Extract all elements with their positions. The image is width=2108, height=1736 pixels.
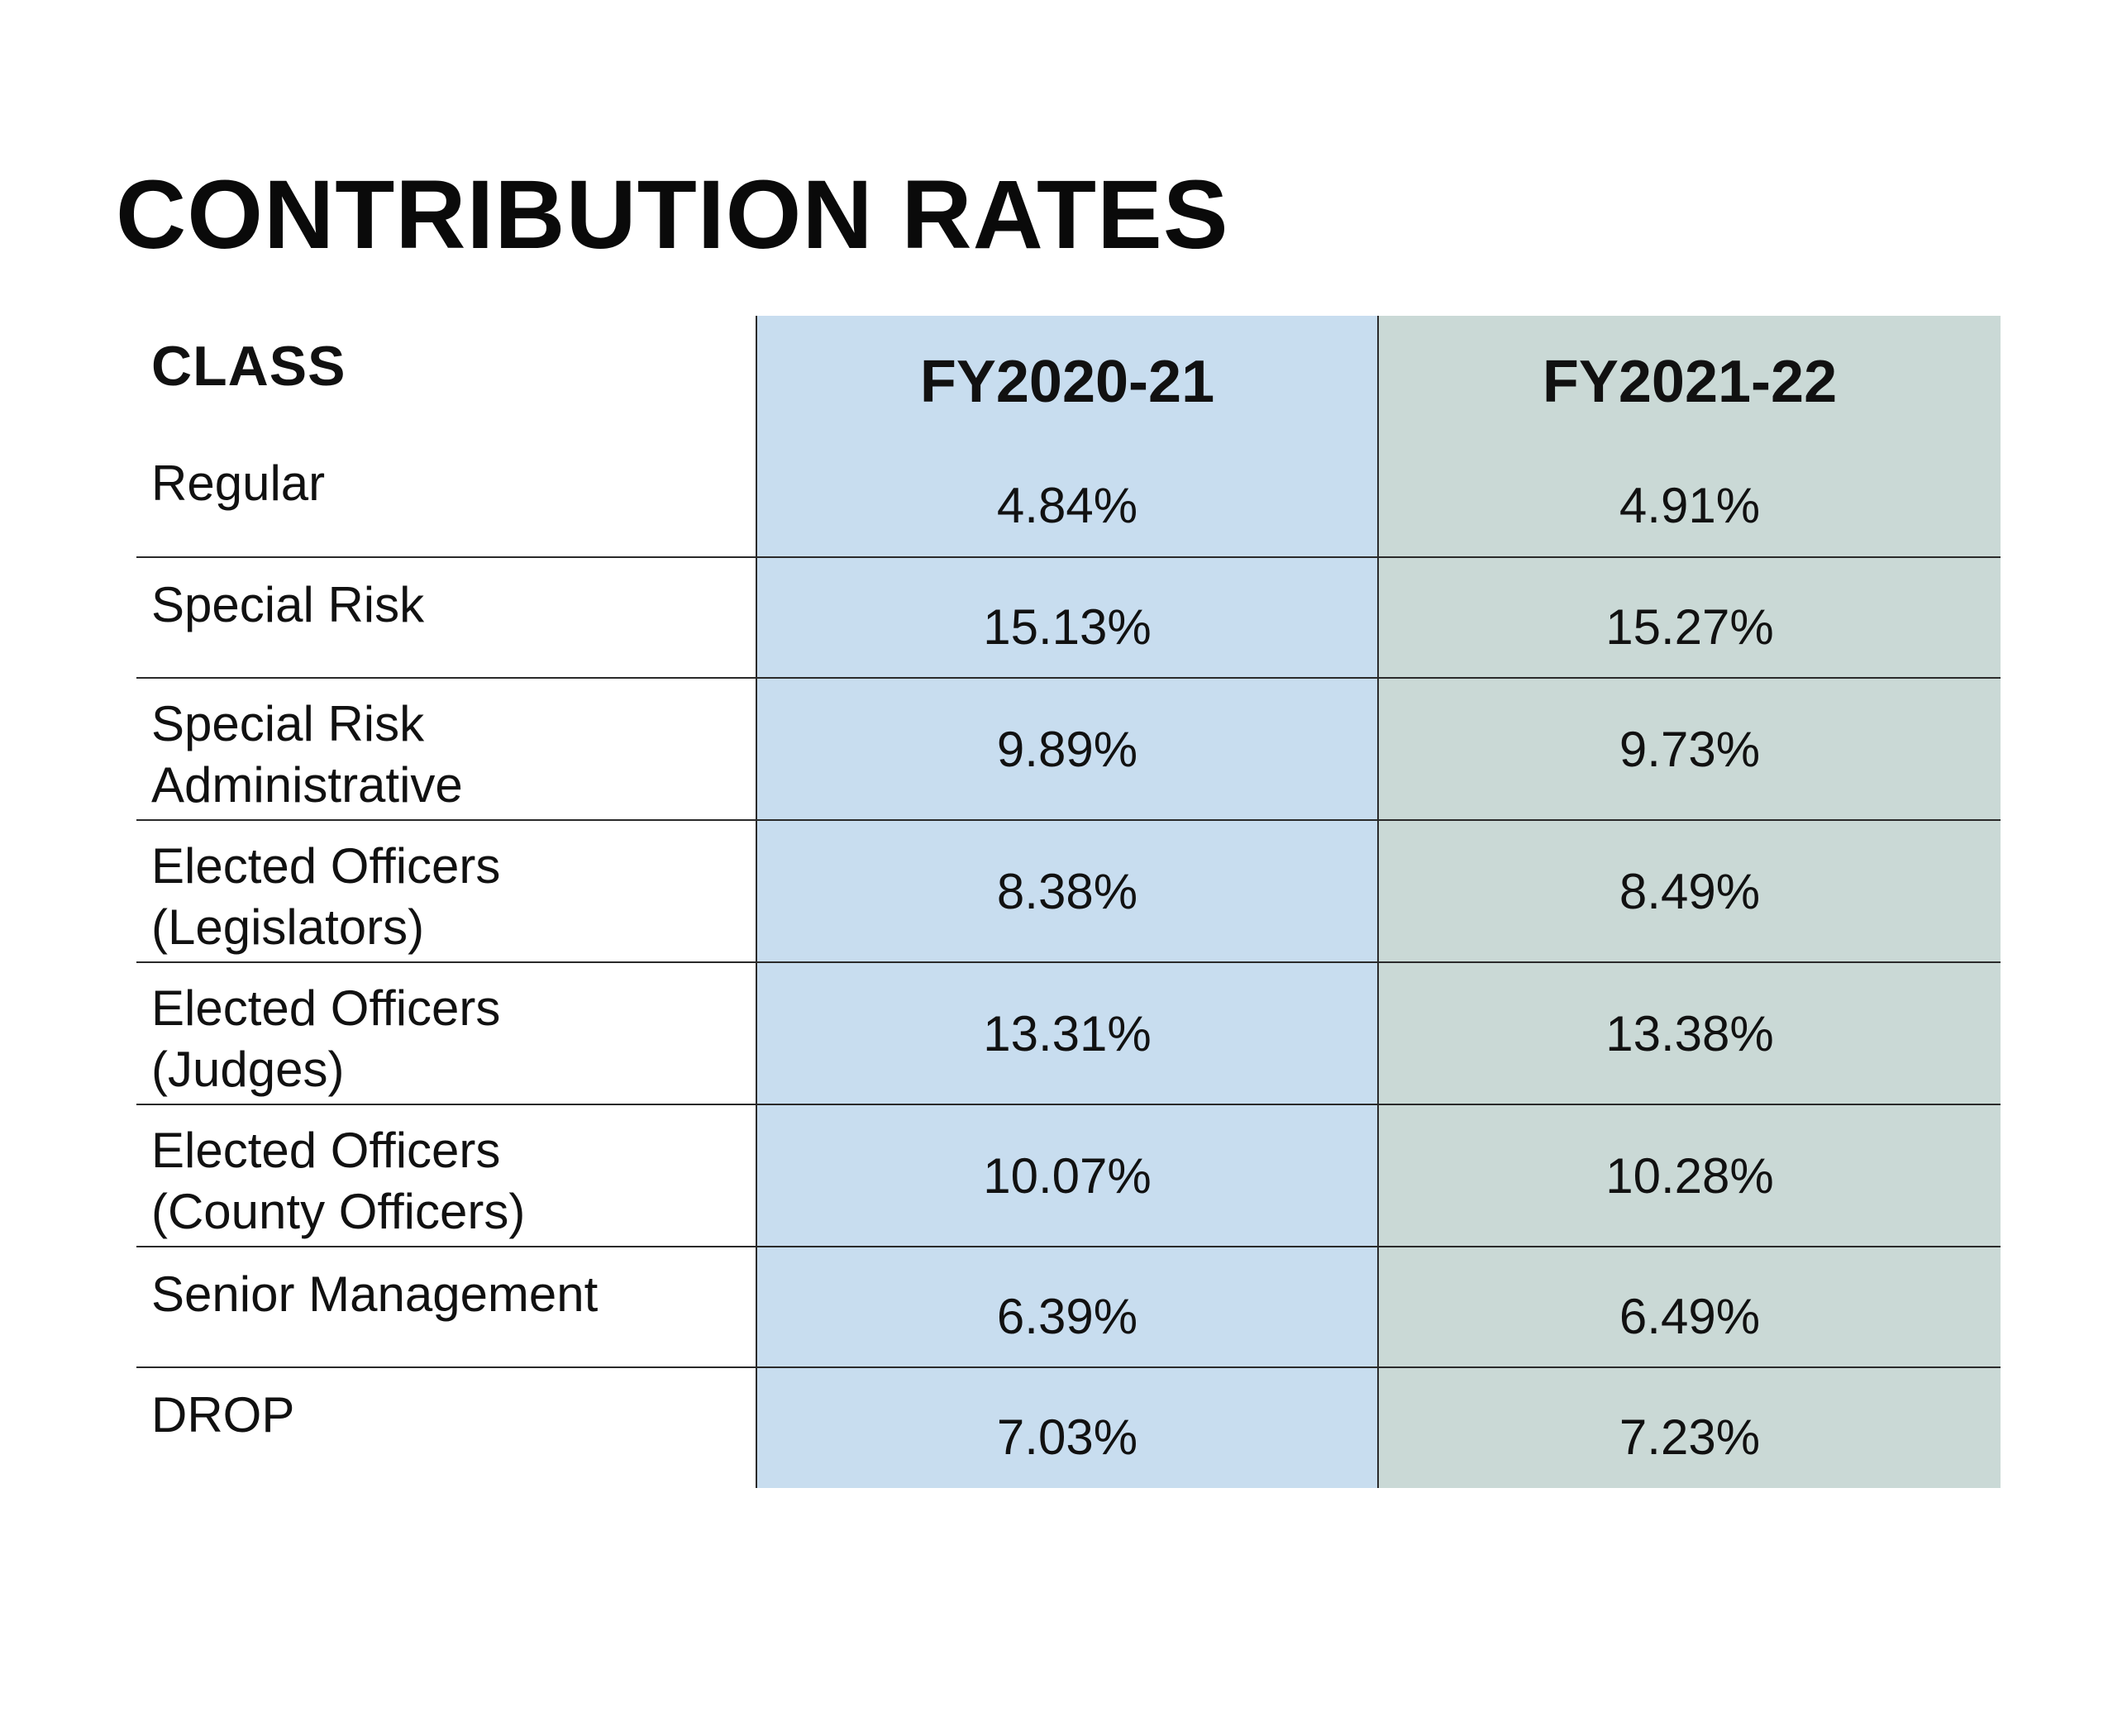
- table-row: Senior Management 6.39% 6.49%: [136, 1246, 2001, 1367]
- fy2021-22-rate: 8.49%: [1377, 819, 2001, 962]
- class-name-line2: (Judges): [151, 1042, 345, 1097]
- fy2021-22-rate: 4.91%: [1377, 436, 2001, 557]
- class-name: Special Risk: [151, 696, 425, 751]
- fy2020-21-rate: 8.38%: [756, 819, 1378, 962]
- class-cell: Elected Officers (Legislators): [136, 819, 756, 962]
- fy2021-22-rate: 13.38%: [1377, 961, 2001, 1104]
- fy2020-21-rate: 7.03%: [756, 1366, 1378, 1488]
- contribution-rates-table: CLASS FY2020-21 FY2021-22 Regular 4.84% …: [136, 316, 2001, 1488]
- class-name: Regular: [151, 455, 326, 511]
- class-name: Senior Management: [151, 1266, 599, 1322]
- table-row: Special Risk Administrative 9.89% 9.73%: [136, 677, 2001, 820]
- fy2021-22-rate: 6.49%: [1377, 1246, 2001, 1367]
- table-row: DROP 7.03% 7.23%: [136, 1366, 2001, 1488]
- header-class: CLASS: [136, 316, 756, 436]
- fy2021-22-rate: 10.28%: [1377, 1104, 2001, 1247]
- class-name-line2: (Legislators): [151, 899, 425, 955]
- fy2021-22-rate: 15.27%: [1377, 556, 2001, 678]
- class-name: Elected Officers: [151, 1123, 501, 1178]
- fy2021-22-rate: 7.23%: [1377, 1366, 2001, 1488]
- class-name: DROP: [151, 1387, 295, 1443]
- class-cell: Elected Officers (County Officers): [136, 1104, 756, 1247]
- table-row: Elected Officers (Legislators) 8.38% 8.49…: [136, 819, 2001, 962]
- class-name: Special Risk: [151, 577, 425, 632]
- class-cell: Special Risk: [136, 556, 756, 678]
- class-cell: Regular: [136, 436, 756, 557]
- class-cell: Special Risk Administrative: [136, 677, 756, 820]
- fy2020-21-rate: 10.07%: [756, 1104, 1378, 1247]
- class-name: Elected Officers: [151, 980, 501, 1036]
- header-fy2020-21: FY2020-21: [756, 316, 1378, 436]
- page-title: CONTRIBUTION RATES: [116, 160, 1229, 269]
- class-name: Elected Officers: [151, 838, 501, 894]
- class-cell: DROP: [136, 1366, 756, 1488]
- class-name-line2: Administrative: [151, 757, 463, 813]
- class-cell: Senior Management: [136, 1246, 756, 1367]
- fy2020-21-rate: 9.89%: [756, 677, 1378, 820]
- header-fy2021-22: FY2021-22: [1377, 316, 2001, 436]
- table-row: Elected Officers (Judges) 13.31% 13.38%: [136, 961, 2001, 1104]
- fy2021-22-rate: 9.73%: [1377, 677, 2001, 820]
- table-row: Regular 4.84% 4.91%: [136, 436, 2001, 557]
- table-header-row: CLASS FY2020-21 FY2021-22: [136, 316, 2001, 436]
- fy2020-21-rate: 15.13%: [756, 556, 1378, 678]
- fy2020-21-rate: 13.31%: [756, 961, 1378, 1104]
- fy2020-21-rate: 6.39%: [756, 1246, 1378, 1367]
- class-name-line2: (County Officers): [151, 1184, 526, 1239]
- table-row: Special Risk 15.13% 15.27%: [136, 556, 2001, 678]
- class-cell: Elected Officers (Judges): [136, 961, 756, 1104]
- fy2020-21-rate: 4.84%: [756, 436, 1378, 557]
- table-row: Elected Officers (County Officers) 10.07%…: [136, 1104, 2001, 1247]
